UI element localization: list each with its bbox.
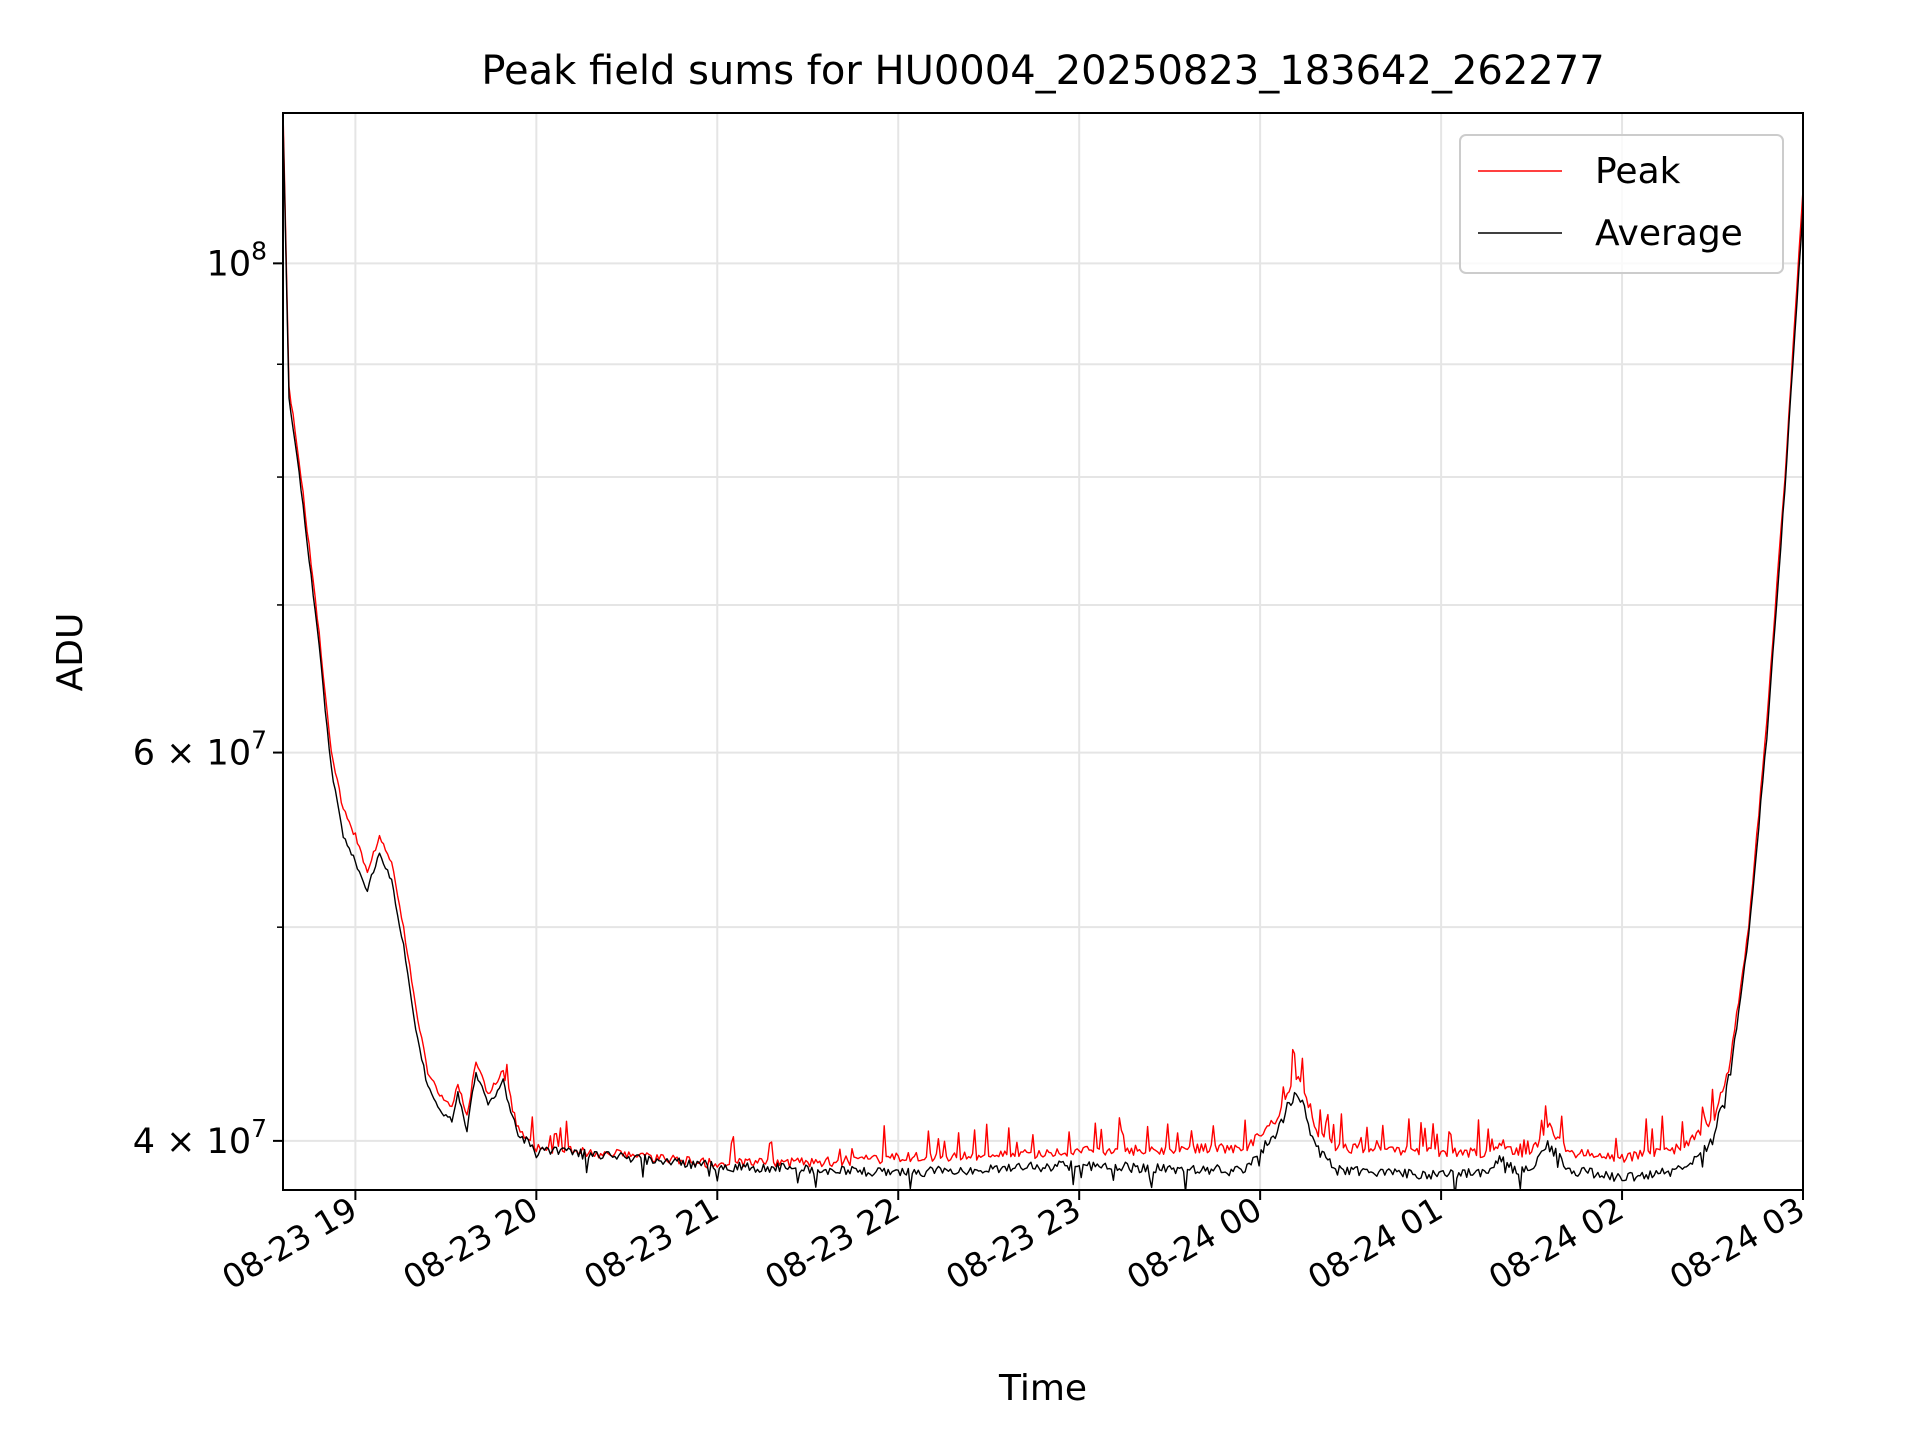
y-tick-label: 108 [207, 236, 267, 284]
series-layer [283, 113, 1803, 1190]
legend-label-peak: Peak [1595, 151, 1681, 192]
legend-label-average: Average [1595, 213, 1743, 254]
series-line-average [283, 121, 1803, 1190]
y-tick-label: 4 × 107 [133, 1114, 267, 1162]
legend: Peak Average [1459, 134, 1784, 274]
chart-title: Peak field sums for HU0004_20250823_1836… [481, 48, 1604, 94]
y-tick-label: 6 × 107 [133, 726, 267, 774]
series-line-peak [283, 113, 1803, 1169]
x-axis-label: Time [998, 1368, 1087, 1409]
y-axis-label: ADU [50, 613, 91, 692]
plot-frame [282, 112, 1804, 1191]
legend-box [1459, 134, 1784, 274]
